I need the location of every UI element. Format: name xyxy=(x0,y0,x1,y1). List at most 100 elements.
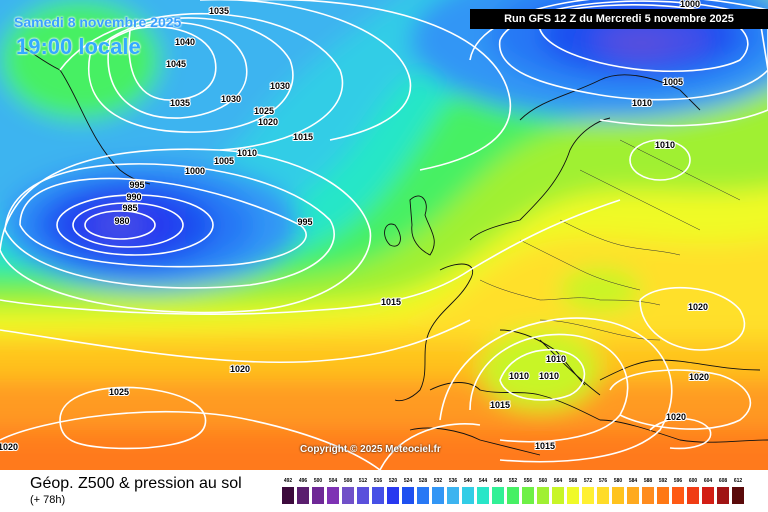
legend-value: 548 xyxy=(493,478,503,484)
geopotential-color-field xyxy=(0,0,768,470)
legend-swatch xyxy=(342,487,354,504)
legend-swatch xyxy=(432,487,444,504)
legend-swatch xyxy=(657,487,669,504)
weather-map: 1035 1040 1045 1035 1030 1030 1025 1020 1015 1010… xyxy=(0,0,768,470)
legend-value: 560 xyxy=(538,478,548,484)
isobar-label: 1020 xyxy=(230,364,250,374)
isobar-label: 1045 xyxy=(166,59,186,69)
map-footer: Géop. Z500 & pression au sol (+ 78h) 492… xyxy=(0,470,768,512)
legend-value: 608 xyxy=(718,478,728,484)
legend-swatch xyxy=(552,487,564,504)
isobar-label: 1000 xyxy=(185,166,205,176)
isobar-label: 1035 xyxy=(209,6,229,16)
legend-swatch xyxy=(672,487,684,504)
copyright-notice: Copyright © 2025 Meteociel.fr xyxy=(300,444,441,455)
isobar-label: 995 xyxy=(297,217,312,227)
legend-value: 492 xyxy=(283,478,293,484)
legend-value: 516 xyxy=(373,478,383,484)
isobar-label: 1015 xyxy=(535,441,555,451)
isobar-label: 1020 xyxy=(666,412,686,422)
forecast-local-time: 19:00 locale xyxy=(16,34,141,59)
legend-swatch xyxy=(522,487,534,504)
legend-swatch xyxy=(327,487,339,504)
legend-value: 540 xyxy=(463,478,473,484)
legend-swatch xyxy=(642,487,654,504)
legend-swatch xyxy=(732,487,744,504)
isobar-label: 985 xyxy=(122,203,137,213)
legend-value: 576 xyxy=(598,478,608,484)
legend-swatch xyxy=(387,487,399,504)
legend-swatch xyxy=(717,487,729,504)
legend-swatch xyxy=(612,487,624,504)
isobar-label: 1020 xyxy=(258,117,278,127)
isobar-label: 1005 xyxy=(214,156,234,166)
legend-value: 544 xyxy=(478,478,488,484)
legend-swatch xyxy=(372,487,384,504)
legend-swatch xyxy=(537,487,549,504)
legend-value: 572 xyxy=(583,478,593,484)
legend-swatch xyxy=(492,487,504,504)
legend-value: 500 xyxy=(313,478,323,484)
legend-swatch xyxy=(447,487,459,504)
isobar-label: 1015 xyxy=(381,297,401,307)
legend-value: 504 xyxy=(328,478,338,484)
legend-value: 528 xyxy=(418,478,428,484)
legend-swatch xyxy=(627,487,639,504)
country-borders xyxy=(479,139,741,341)
legend-value: 588 xyxy=(643,478,653,484)
map-parameter-title: Géop. Z500 & pression au sol xyxy=(30,475,242,492)
legend-swatch xyxy=(582,487,594,504)
legend-swatch xyxy=(702,487,714,504)
legend-swatch xyxy=(477,487,489,504)
isobar-lines xyxy=(0,0,768,470)
legend-value: 600 xyxy=(688,478,698,484)
legend-swatch xyxy=(567,487,579,504)
isobar-label: 1015 xyxy=(490,400,510,410)
legend-swatch xyxy=(417,487,429,504)
isobar-label: 1010 xyxy=(655,140,675,150)
legend-value: 512 xyxy=(358,478,368,484)
isobar-label: 1030 xyxy=(270,81,290,91)
legend-swatch xyxy=(507,487,519,504)
isobar-label: 1010 xyxy=(509,371,529,381)
isobar-label: 1010 xyxy=(546,354,566,364)
legend-value: 564 xyxy=(553,478,563,484)
legend-swatch xyxy=(312,487,324,504)
isobar-label: 1010 xyxy=(539,371,559,381)
forecast-date: Samedi 8 novembre 2025 xyxy=(14,14,182,30)
legend-value: 604 xyxy=(703,478,713,484)
isobar-label: 1020 xyxy=(688,302,708,312)
legend-value: 584 xyxy=(628,478,638,484)
forecast-lead-time: (+ 78h) xyxy=(30,494,66,506)
legend-value: 524 xyxy=(403,478,413,484)
legend-value: 496 xyxy=(298,478,308,484)
legend-value: 568 xyxy=(568,478,578,484)
legend-swatch xyxy=(282,487,294,504)
legend-swatch xyxy=(297,487,309,504)
isobar-label: 1015 xyxy=(293,132,313,142)
legend-value: 508 xyxy=(343,478,353,484)
isobar-label: 1040 xyxy=(175,37,195,47)
isobar-label: 1010 xyxy=(632,98,652,108)
isobar-label: 1020 xyxy=(689,372,709,382)
isobar-label: 1035 xyxy=(170,98,190,108)
isobar-label: 1010 xyxy=(237,148,257,158)
legend-value: 612 xyxy=(733,478,743,484)
model-run-banner: Run GFS 12 Z du Mercredi 5 novembre 2025 xyxy=(470,9,768,29)
legend-value: 592 xyxy=(658,478,668,484)
legend-value: 556 xyxy=(523,478,533,484)
isobar-label: 995 xyxy=(129,180,144,190)
legend-value: 520 xyxy=(388,478,398,484)
legend-swatch xyxy=(597,487,609,504)
isobar-label: 1000 xyxy=(680,0,700,9)
legend-swatch xyxy=(357,487,369,504)
legend-value: 552 xyxy=(508,478,518,484)
isobar-label: 1005 xyxy=(663,77,683,87)
legend-swatch xyxy=(462,487,474,504)
legend-value: 596 xyxy=(673,478,683,484)
isobar-label: 1025 xyxy=(254,106,274,116)
legend-value: 536 xyxy=(448,478,458,484)
isobar-label: 1030 xyxy=(221,94,241,104)
